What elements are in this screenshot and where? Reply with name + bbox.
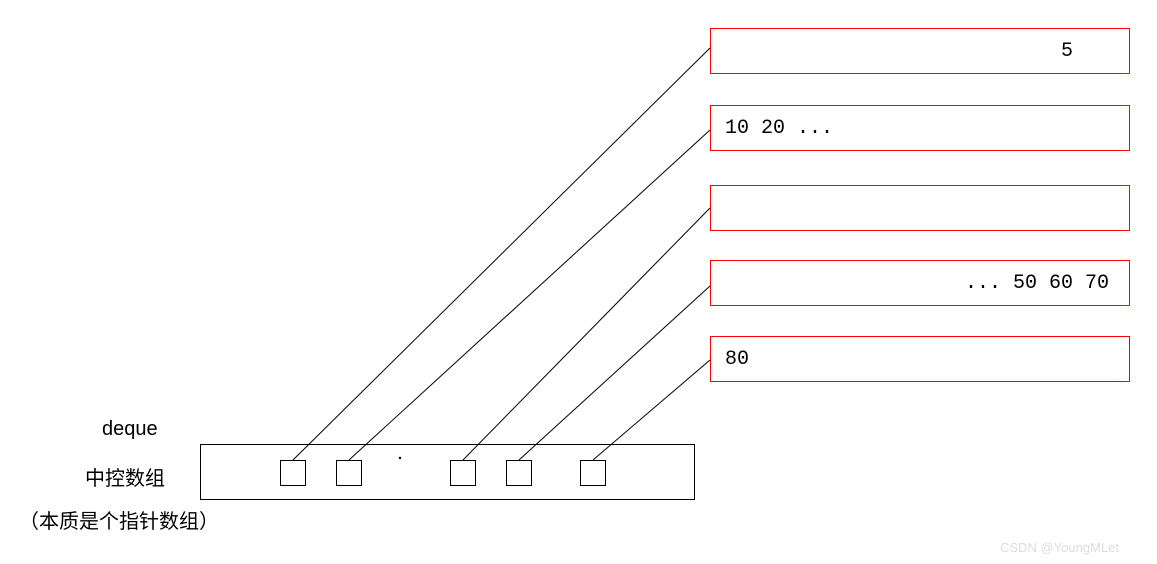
label-deque: deque [102, 418, 158, 441]
pointer-slot-1 [336, 460, 362, 486]
pointer-slot-0 [280, 460, 306, 486]
buffer-0: 5 [710, 28, 1130, 74]
buffer-1-text: 10 20 ... [725, 117, 833, 140]
controller-array-box [200, 444, 695, 500]
buffer-2 [710, 185, 1130, 231]
label-main: 中控数组 [85, 462, 165, 491]
watermark: CSDN @YoungMLet [1000, 540, 1119, 555]
pointer-slot-4 [580, 460, 606, 486]
buffer-3: ... 50 60 70 [710, 260, 1130, 306]
buffer-1: 10 20 ... [710, 105, 1130, 151]
pointer-slot-2 [450, 460, 476, 486]
pointer-slot-3 [506, 460, 532, 486]
buffer-0-text: 5 [1061, 40, 1129, 63]
buffer-4-text: 80 [725, 348, 749, 371]
label-sub: （本质是个指针数组） [19, 505, 219, 534]
buffer-3-text: ... 50 60 70 [965, 272, 1129, 295]
buffer-4: 80 [710, 336, 1130, 382]
